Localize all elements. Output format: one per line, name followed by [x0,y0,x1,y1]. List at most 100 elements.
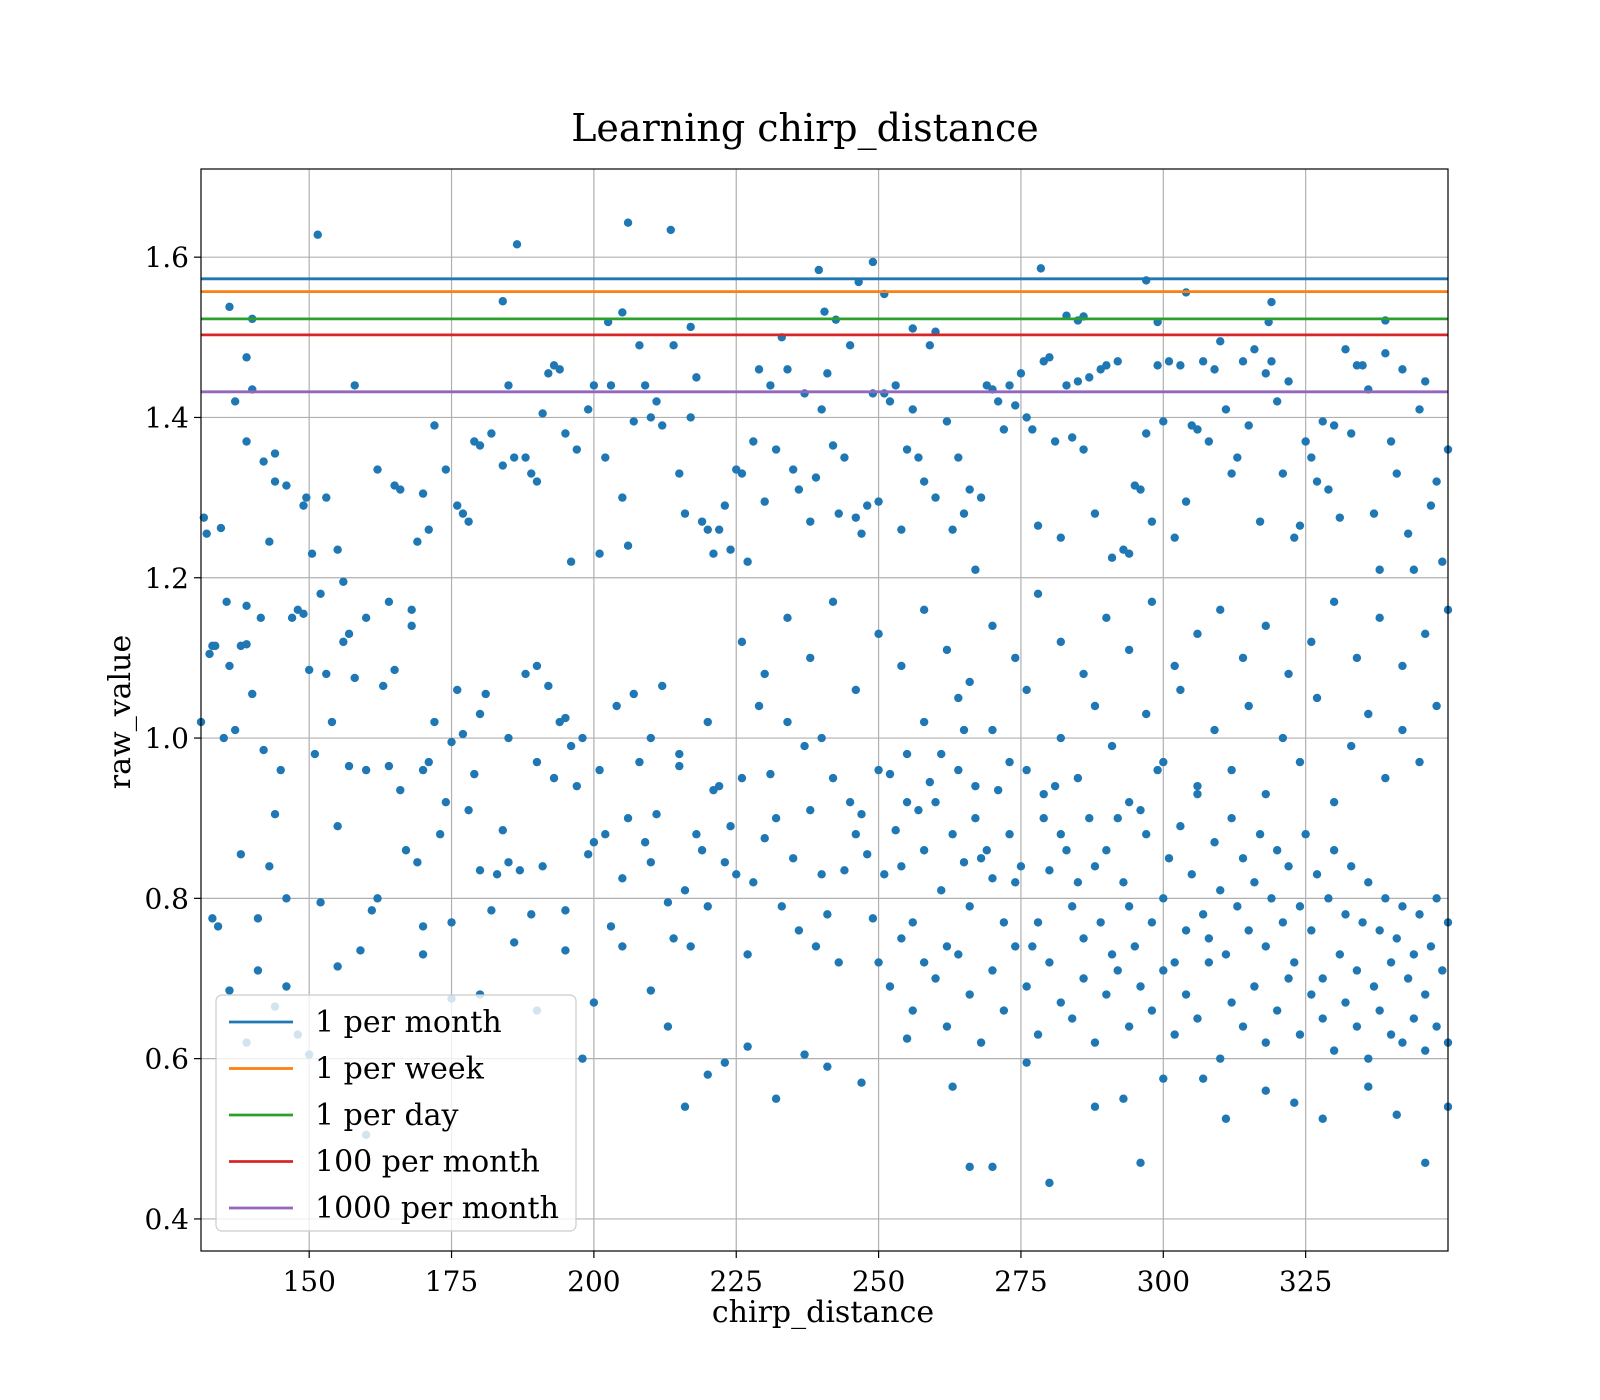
scatter-point [1255,517,1265,526]
scatter-point [1164,357,1174,366]
scatter-point [1364,1054,1373,1063]
scatter-point [1159,417,1168,426]
scatter-point [1227,765,1236,775]
scatter-point [1341,345,1350,354]
scatter-point [1267,357,1276,366]
scatter-point [783,365,792,374]
scatter-point [1011,878,1020,887]
scatter-point [205,649,214,659]
scatter-point [1278,469,1288,478]
scatter-point [555,365,564,374]
scatter-point [646,858,656,867]
scatter-point [726,822,735,831]
scatter-point [242,437,251,446]
scatter-point [1421,1158,1430,1168]
scatter-point [248,689,257,699]
scatter-point [840,453,849,462]
scatter-point [1067,1014,1077,1023]
scatter-point [965,902,974,911]
scatter-point [1142,429,1151,438]
scatter-point [703,902,712,911]
chart-title: Learning chirp_distance [571,106,1039,151]
x-tick-label: 175 [425,1265,478,1298]
scatter-point [623,814,633,823]
scatter-point [908,918,917,927]
scatter-point [396,485,405,494]
scatter-point [623,541,633,550]
scatter-point [794,926,804,935]
scatter-point [256,613,265,623]
scatter-point [344,761,354,771]
scatter-point [1221,1114,1231,1123]
y-axis-label: raw_value [103,635,138,789]
x-tick-label: 325 [1279,1265,1332,1298]
scatter-point [1096,918,1105,927]
scatter-point [1085,373,1094,382]
scatter-point [1113,357,1122,366]
scatter-point [1147,1006,1157,1015]
legend-entry-label: 1 per month [315,1005,502,1040]
scatter-point [1364,1082,1373,1091]
scatter-point [407,621,416,631]
scatter-point [527,469,536,478]
scatter-point [709,549,718,558]
scatter-point [954,765,963,775]
scatter-point [948,525,957,534]
scatter-point [447,737,456,747]
scatter-point [1090,862,1100,871]
scatter-point [1238,1022,1248,1031]
scatter-point [919,477,929,486]
scatter-point [828,597,838,606]
scatter-point [1062,846,1071,855]
scatter-point [788,854,798,863]
scatter-point [806,517,815,526]
scatter-point [1085,814,1094,823]
scatter-point [914,805,923,815]
scatter-point [1113,814,1122,823]
scatter-point [635,341,644,350]
scatter-point [1375,926,1384,935]
scatter-point [1347,741,1356,751]
scatter-point [595,765,604,775]
scatter-point [1290,533,1299,542]
scatter-point [1352,1022,1362,1031]
scatter-point [971,814,980,823]
scatter-point [583,405,593,414]
scatter-point [863,850,872,859]
scatter-point [504,381,513,390]
scatter-point [885,769,895,779]
scatter-point [464,805,473,815]
scatter-point [1079,445,1088,454]
scatter-point [874,958,883,967]
scatter-point [1210,838,1219,847]
scatter-point [313,230,322,239]
scatter-point [976,854,986,863]
scatter-point [806,653,815,663]
scatter-point [937,749,946,759]
scatter-point [897,525,906,534]
scatter-point [806,805,815,815]
scatter-point [817,870,826,879]
scatter-point [874,497,883,506]
scatter-point [418,922,428,931]
scatter-point [282,481,291,490]
scatter-point [999,1006,1009,1015]
scatter-point [618,874,627,883]
scatter-point [1033,521,1043,530]
scatter-point [350,381,359,390]
scatter-point [242,353,251,362]
scatter-point [361,613,371,623]
scatter-point [458,509,468,518]
scatter-point [971,781,980,791]
scatter-point [310,749,320,759]
scatter-point [737,637,747,647]
scatter-point [1164,854,1174,863]
scatter-point [1409,1014,1419,1023]
scatter-point [1124,645,1134,655]
scatter-point [1432,477,1441,486]
scatter-point [988,966,997,975]
scatter-point [396,785,405,795]
scatter-point [1295,757,1305,767]
scatter-point [692,830,701,839]
scatter-point [999,425,1009,434]
